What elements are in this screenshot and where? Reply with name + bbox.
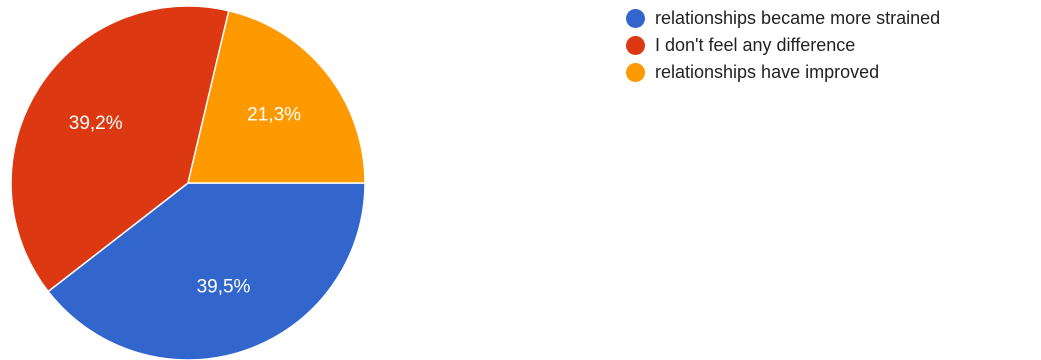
legend-item-no-difference: I don't feel any difference [626,32,940,59]
pie-slice-labels: 39,5% 39,2% 21,3% [69,104,301,297]
legend-color-dot [626,63,645,82]
pie-slice-2 [187,9,366,184]
pie-slice-0 [47,182,366,360]
legend-color-dot [626,36,645,55]
legend-label: relationships have improved [655,62,880,82]
pie-slice-label-1: 39,2% [69,113,123,134]
legend-label: I don't feel any difference [655,35,856,55]
legend-item-strained: relationships became more strained [626,5,940,32]
legend-label: relationships became more strained [655,8,941,28]
pie-slice-label-0: 39,5% [197,276,251,297]
legend: relationships became more strained I don… [626,5,940,86]
legend-item-improved: relationships have improved [626,59,940,86]
legend-color-dot [626,9,645,28]
pie-slice-label-2: 21,3% [247,104,301,125]
pie-slice-1 [10,5,230,293]
pie-slices [10,5,366,360]
